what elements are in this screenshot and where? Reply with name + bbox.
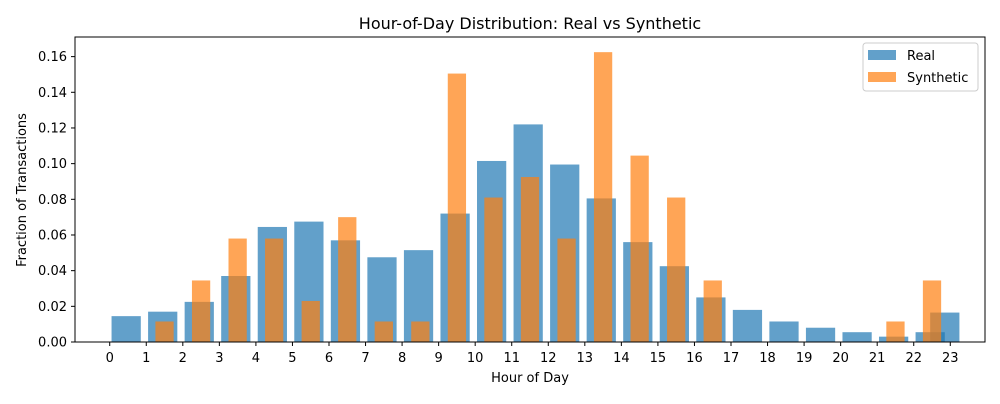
bar-synthetic-hour-11: [520, 177, 540, 342]
x-tick-label-4: 4: [252, 351, 260, 366]
bar-synthetic-hour-5: [301, 300, 320, 342]
x-tick-label-20: 20: [832, 351, 849, 366]
y-tick-label-0: 0.00: [38, 336, 67, 351]
plot-area: 0 1 2 3 4 5 6 7 8 9 10 11 12 13 14 15 16 17 18 19 20 21 22 230.…: [38, 50, 960, 366]
bar-synthetic-hour-7: [374, 321, 393, 342]
x-tick-label-0: 0: [106, 351, 114, 366]
bar-synthetic-hour-9: [447, 73, 467, 342]
bar-synthetic-hour-13: [593, 52, 613, 342]
y-tick-label-4: 0.08: [38, 193, 67, 208]
x-axis-label: Hour of Day: [491, 371, 569, 386]
y-tick-label-1: 0.02: [38, 300, 67, 315]
bar-synthetic-hour-6: [338, 217, 357, 342]
y-tick-label-3: 0.06: [38, 228, 67, 243]
x-tick-label-6: 6: [325, 351, 333, 366]
bar-synthetic-hour-14: [630, 155, 649, 342]
bar-synthetic-hour-15: [667, 197, 686, 342]
bar-synthetic-hour-4: [265, 238, 284, 342]
legend-swatch-synthetic: [868, 72, 896, 82]
x-tick-label-11: 11: [503, 351, 520, 366]
bar-synthetic-hour-12: [557, 238, 576, 342]
y-tick-label-5: 0.10: [38, 157, 67, 172]
bar-synthetic-hour-21: [886, 321, 905, 342]
x-tick-label-23: 23: [942, 351, 959, 366]
plot-frame: [74, 36, 986, 343]
x-tick-label-7: 7: [361, 351, 369, 366]
bar-synthetic-hour-16: [703, 280, 722, 342]
x-tick-label-1: 1: [142, 351, 150, 366]
y-tick-label-8: 0.16: [38, 50, 67, 65]
x-tick-label-12: 12: [540, 351, 557, 366]
legend: Real Synthetic: [862, 42, 979, 92]
chart-title: Hour-of-Day Distribution: Real vs Synthe…: [359, 14, 701, 33]
x-tick-label-22: 22: [905, 351, 922, 366]
x-tick-label-19: 19: [796, 351, 813, 366]
bar-synthetic-hour-22: [922, 280, 942, 342]
y-tick-label-7: 0.14: [38, 86, 67, 101]
bar-real-hour-18: [769, 321, 799, 342]
y-axis-label: Fraction of Transactions: [15, 113, 30, 267]
x-tick-label-16: 16: [686, 351, 703, 366]
legend-label-real: Real: [907, 49, 935, 64]
bar-synthetic-hour-3: [228, 238, 247, 342]
y-tick-label-6: 0.12: [38, 121, 67, 136]
x-tick-label-13: 13: [577, 351, 594, 366]
bar-real-hour-17: [732, 309, 763, 342]
x-tick-label-15: 15: [650, 351, 667, 366]
x-tick-label-8: 8: [398, 351, 406, 366]
x-tick-label-17: 17: [723, 351, 740, 366]
legend-label-synthetic: Synthetic: [907, 71, 968, 86]
bar-synthetic-hour-10: [484, 197, 503, 342]
bar-synthetic-hour-1: [155, 321, 174, 342]
x-tick-label-3: 3: [215, 351, 223, 366]
x-tick-label-2: 2: [179, 351, 187, 366]
x-tick-label-9: 9: [434, 351, 442, 366]
x-tick-label-21: 21: [869, 351, 886, 366]
bar-synthetic-hour-2: [191, 280, 211, 342]
bar-real-hour-20: [842, 332, 872, 342]
x-tick-label-18: 18: [759, 351, 776, 366]
bar-real-hour-19: [805, 327, 836, 342]
bar-real-hour-0: [111, 316, 141, 342]
x-tick-label-14: 14: [613, 351, 630, 366]
x-tick-label-10: 10: [467, 351, 484, 366]
bar-synthetic-hour-8: [411, 321, 430, 342]
legend-swatch-real: [868, 50, 896, 60]
x-tick-label-5: 5: [288, 351, 296, 366]
y-tick-label-2: 0.04: [38, 264, 67, 279]
